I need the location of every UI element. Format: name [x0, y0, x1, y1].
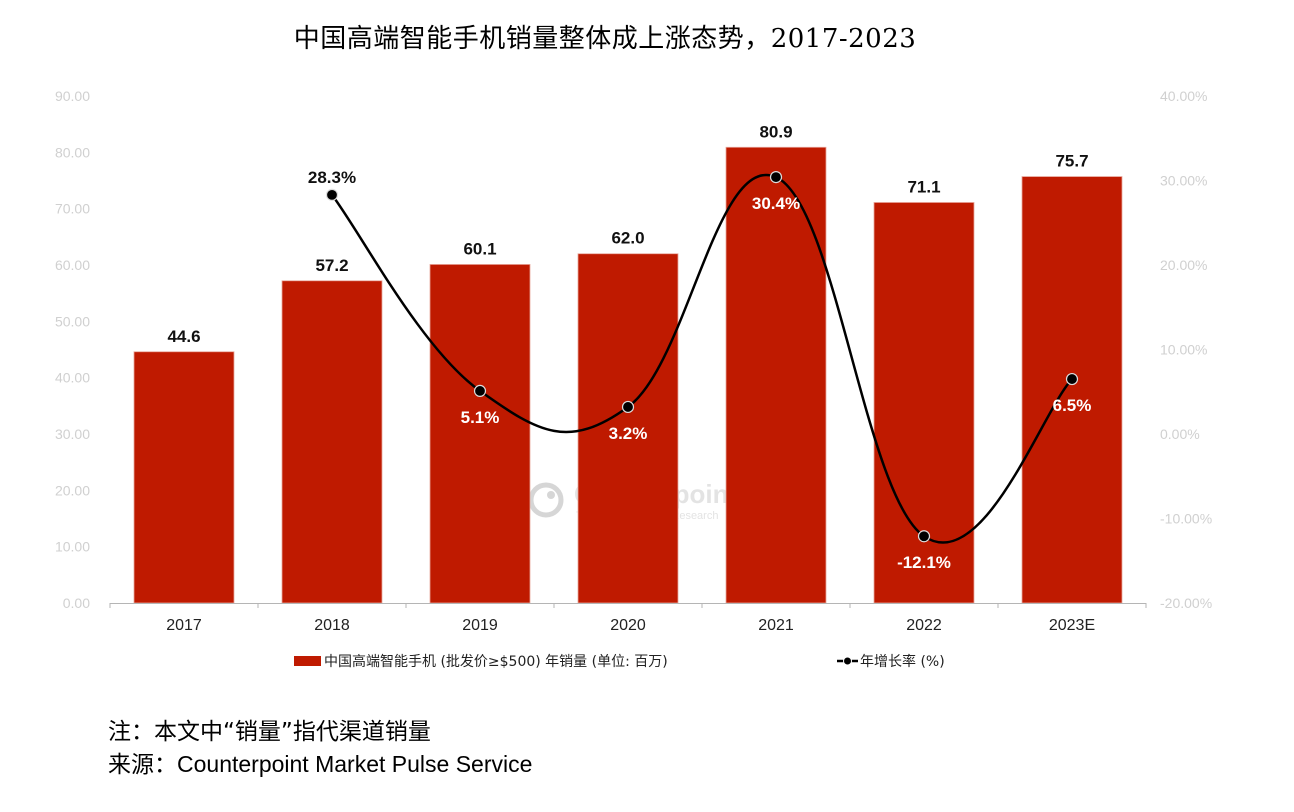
bar-series	[133, 146, 1123, 604]
bar	[133, 351, 235, 604]
legend-line-marker-icon	[837, 656, 858, 666]
growth-value-label: 6.5%	[1053, 396, 1092, 415]
right-axis-tick-label: 20.00%	[1160, 257, 1207, 273]
x-axis-category-label: 2018	[314, 617, 350, 634]
left-axis-tick-label: 80.00	[55, 144, 90, 160]
bar	[281, 280, 383, 604]
right-axis: -20.00% -10.00% 0.00% 10.00% 20.00% 30.00% 40.…	[1160, 88, 1212, 611]
growth-point-marker	[325, 188, 339, 201]
growth-value-label: 28.3%	[308, 168, 356, 187]
source-text: Counterpoint Market Pulse Service	[177, 751, 533, 777]
left-axis-tick-label: 60.00	[55, 257, 90, 273]
bar	[725, 146, 827, 604]
growth-line	[331, 173, 1073, 544]
bar	[429, 264, 531, 604]
left-axis-tick-label: 30.00	[55, 426, 90, 442]
growth-value-label: 5.1%	[461, 408, 500, 427]
growth-point-marker	[1065, 372, 1079, 386]
bar-value-label: 57.2	[315, 256, 348, 275]
footnote-text: 本文中“销量”指代渠道销量	[154, 719, 431, 745]
left-axis-tick-label: 40.00	[55, 370, 90, 386]
legend-bar-label: 中国高端智能手机 (批发价≥$500) 年销量 (单位: 百万)	[324, 653, 668, 670]
growth-point-marker	[473, 384, 487, 398]
bar-value-label: 62.0	[611, 229, 644, 248]
right-axis-tick-label: -10.00%	[1160, 511, 1212, 527]
left-axis-tick-label: 20.00	[55, 482, 90, 498]
growth-line-series	[325, 171, 1079, 544]
growth-point-marker	[917, 530, 931, 543]
x-axis: 2017 2018 2019 2020 2021 2022 2023E	[109, 603, 1147, 634]
bar-value-label: 44.6	[167, 327, 200, 346]
right-axis-tick-label: -20.00%	[1160, 595, 1212, 611]
bar-value-label: 71.1	[907, 177, 940, 196]
bar	[1021, 176, 1123, 604]
left-axis-tick-label: 10.00	[55, 539, 90, 555]
legend-bar-swatch	[294, 656, 321, 666]
right-axis-tick-label: 0.00%	[1160, 426, 1200, 442]
bar-value-label: 60.1	[463, 239, 496, 258]
footnote-prefix: 注：	[108, 719, 154, 745]
bar	[577, 253, 679, 604]
x-axis-category-label: 2023E	[1049, 617, 1095, 634]
x-axis-category-label: 2020	[610, 617, 646, 634]
left-axis-tick-label: 0.00	[63, 595, 90, 611]
growth-value-label: 3.2%	[609, 424, 648, 443]
x-axis-category-label: 2017	[166, 617, 202, 634]
x-axis-category-label: 2019	[462, 617, 498, 634]
left-axis-tick-label: 50.00	[55, 313, 90, 329]
data-labels: 44.6 57.2 60.1 62.0 80.9 71.1 75.7 28.3% 5.1% 3.2…	[167, 122, 1091, 572]
growth-value-label: 30.4%	[752, 194, 800, 213]
bar-value-label: 80.9	[759, 122, 792, 141]
counterpoint-logo-icon	[528, 482, 564, 518]
x-axis-category-label: 2022	[906, 617, 942, 634]
bar	[873, 202, 975, 604]
right-axis-tick-label: 40.00%	[1160, 88, 1207, 104]
growth-point-marker	[621, 400, 635, 414]
bar-value-label: 75.7	[1055, 152, 1088, 171]
source-note: 来源：Counterpoint Market Pulse Service	[108, 745, 532, 779]
source-prefix: 来源：	[108, 752, 177, 778]
left-axis-tick-label: 90.00	[55, 88, 90, 104]
x-axis-category-label: 2021	[758, 617, 794, 634]
left-axis: 0.00 10.00 20.00 30.00 40.00 50.00 60.00 70.00 8…	[55, 88, 90, 611]
legend-line-label: 年增长率 (%)	[860, 653, 945, 670]
growth-point-marker	[769, 171, 783, 184]
footnote: 注：本文中“销量”指代渠道销量	[108, 712, 431, 746]
chart-title: 中国高端智能手机销量整体成上涨态势，2017-2023	[293, 24, 917, 54]
right-axis-tick-label: 30.00%	[1160, 173, 1207, 189]
right-axis-tick-label: 10.00%	[1160, 342, 1207, 358]
left-axis-tick-label: 70.00	[55, 201, 90, 217]
growth-value-label: -12.1%	[897, 553, 951, 572]
legend: 中国高端智能手机 (批发价≥$500) 年销量 (单位: 百万) 年增长率 (%…	[294, 653, 945, 670]
